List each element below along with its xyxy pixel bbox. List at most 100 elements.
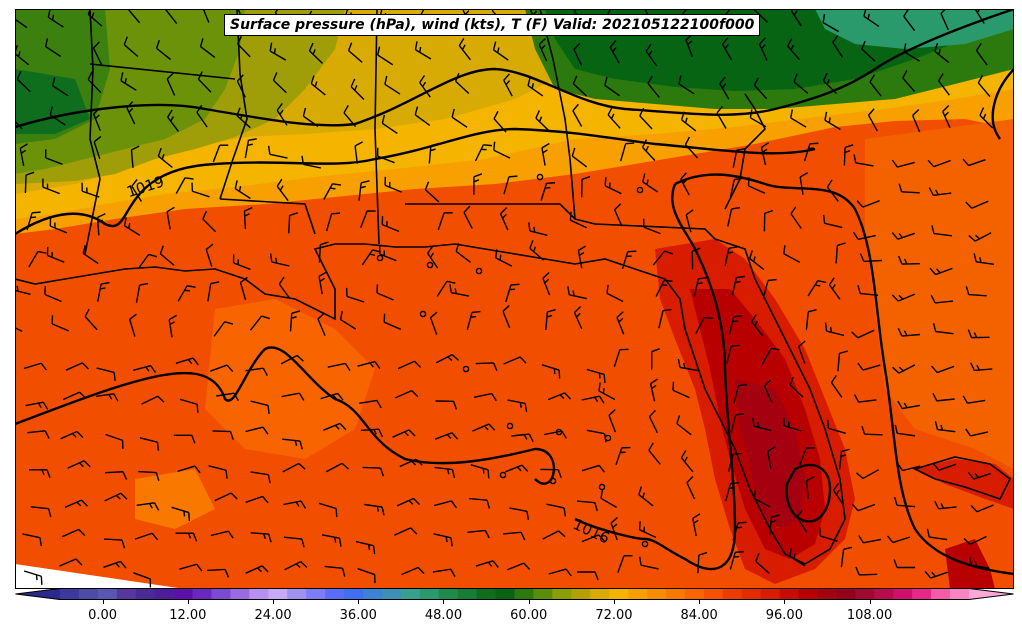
wind-barb [648,409,659,434]
wind-barb [23,570,43,585]
wind-barb [473,173,483,195]
wind-barb [783,245,801,263]
wind-barb [25,401,49,410]
wind-barb [544,430,567,439]
wind-barb [827,419,846,434]
calm-marker [475,267,483,275]
wind-barb [695,316,713,334]
wind-barb [542,530,566,540]
wind-barb [893,496,916,508]
wind-barb [354,141,364,164]
wind-barb [320,392,344,401]
wind-barb [542,272,551,296]
wind-barb [652,250,673,266]
wind-barb [310,75,326,96]
wind-barb [120,72,137,91]
wind-barb [853,154,874,167]
colorbar-segment [798,588,819,600]
wind-barb [505,464,529,473]
wind-barb [213,321,234,337]
wind-barb [760,142,769,166]
colorbar-segment [457,588,478,600]
wind-barb [44,38,62,57]
wind-barb [807,280,827,297]
wind-barb [282,438,303,450]
wind-barb [463,205,473,229]
wind-barb [769,514,780,536]
colorbar-segment [495,588,516,600]
wind-barb [171,506,191,522]
wind-barb [278,276,291,300]
wind-barb [60,430,84,440]
wind-barb [924,571,948,579]
wind-barb [30,506,52,518]
wind-barb [177,465,201,474]
wind-barb [157,147,173,169]
wind-barb [59,558,83,567]
colorbar-segment [684,588,705,600]
wind-barb [749,250,765,271]
wind-barb [828,277,841,300]
wind-barb [934,42,950,64]
wind-barb [424,181,440,203]
temperature-map: 1019 1016 [15,9,1014,589]
wind-barb [428,142,440,164]
wind-barb [433,500,458,509]
wind-barb [308,42,323,64]
wind-barb [364,503,385,516]
wind-barb [783,417,802,432]
colorbar-tick-mark [784,600,786,604]
wind-barb [819,527,838,542]
wind-barb [867,108,878,132]
wind-barb [761,347,780,365]
wind-barb [928,187,952,196]
wind-barb [541,142,550,166]
wind-barb [824,322,845,337]
wind-barb [475,362,498,372]
wind-barb [979,107,994,129]
wind-barb [327,362,351,372]
wind-barb [725,481,740,502]
wind-barb [573,42,583,66]
wind-barb [767,446,776,469]
wind-barb [15,322,23,333]
wind-barb [138,470,160,481]
wind-barb [540,182,556,201]
wind-barb [245,367,269,377]
wind-barb [753,9,768,23]
wind-barb [16,71,31,93]
wind-barb [199,38,216,58]
wind-barb [155,39,172,61]
wind-barb [179,398,199,413]
calm-marker [549,477,557,485]
colorbar-tick-mark [613,600,615,604]
wind-barb [133,364,157,373]
wind-barb [613,203,623,227]
wind-barb [84,308,98,331]
wind-barb [581,395,605,404]
wind-barb [973,253,994,265]
wind-barb [280,354,304,365]
wind-barb [832,35,844,58]
wind-barb [384,176,403,193]
wind-barb [283,500,307,509]
wind-barb [762,278,777,298]
wind-barb [317,312,326,336]
wind-barb [376,284,394,301]
wind-barb [678,75,695,95]
colorbar-segment [476,588,497,600]
colorbar-tick-mark [528,600,530,604]
temp-band-ne-teal [815,9,1014,49]
wind-barb [269,253,290,267]
wind-barb [28,250,47,268]
temp-band-gulf-sw [135,469,215,529]
wind-barb [859,253,882,263]
wind-barb [44,149,63,165]
wind-barb [177,285,196,302]
wind-barb [474,144,492,162]
wind-barb [651,348,660,370]
wind-barb [610,516,618,541]
wind-barb [64,499,88,509]
wind-barb [429,311,438,335]
colorbar-tick-label: 72.00 [595,608,633,623]
